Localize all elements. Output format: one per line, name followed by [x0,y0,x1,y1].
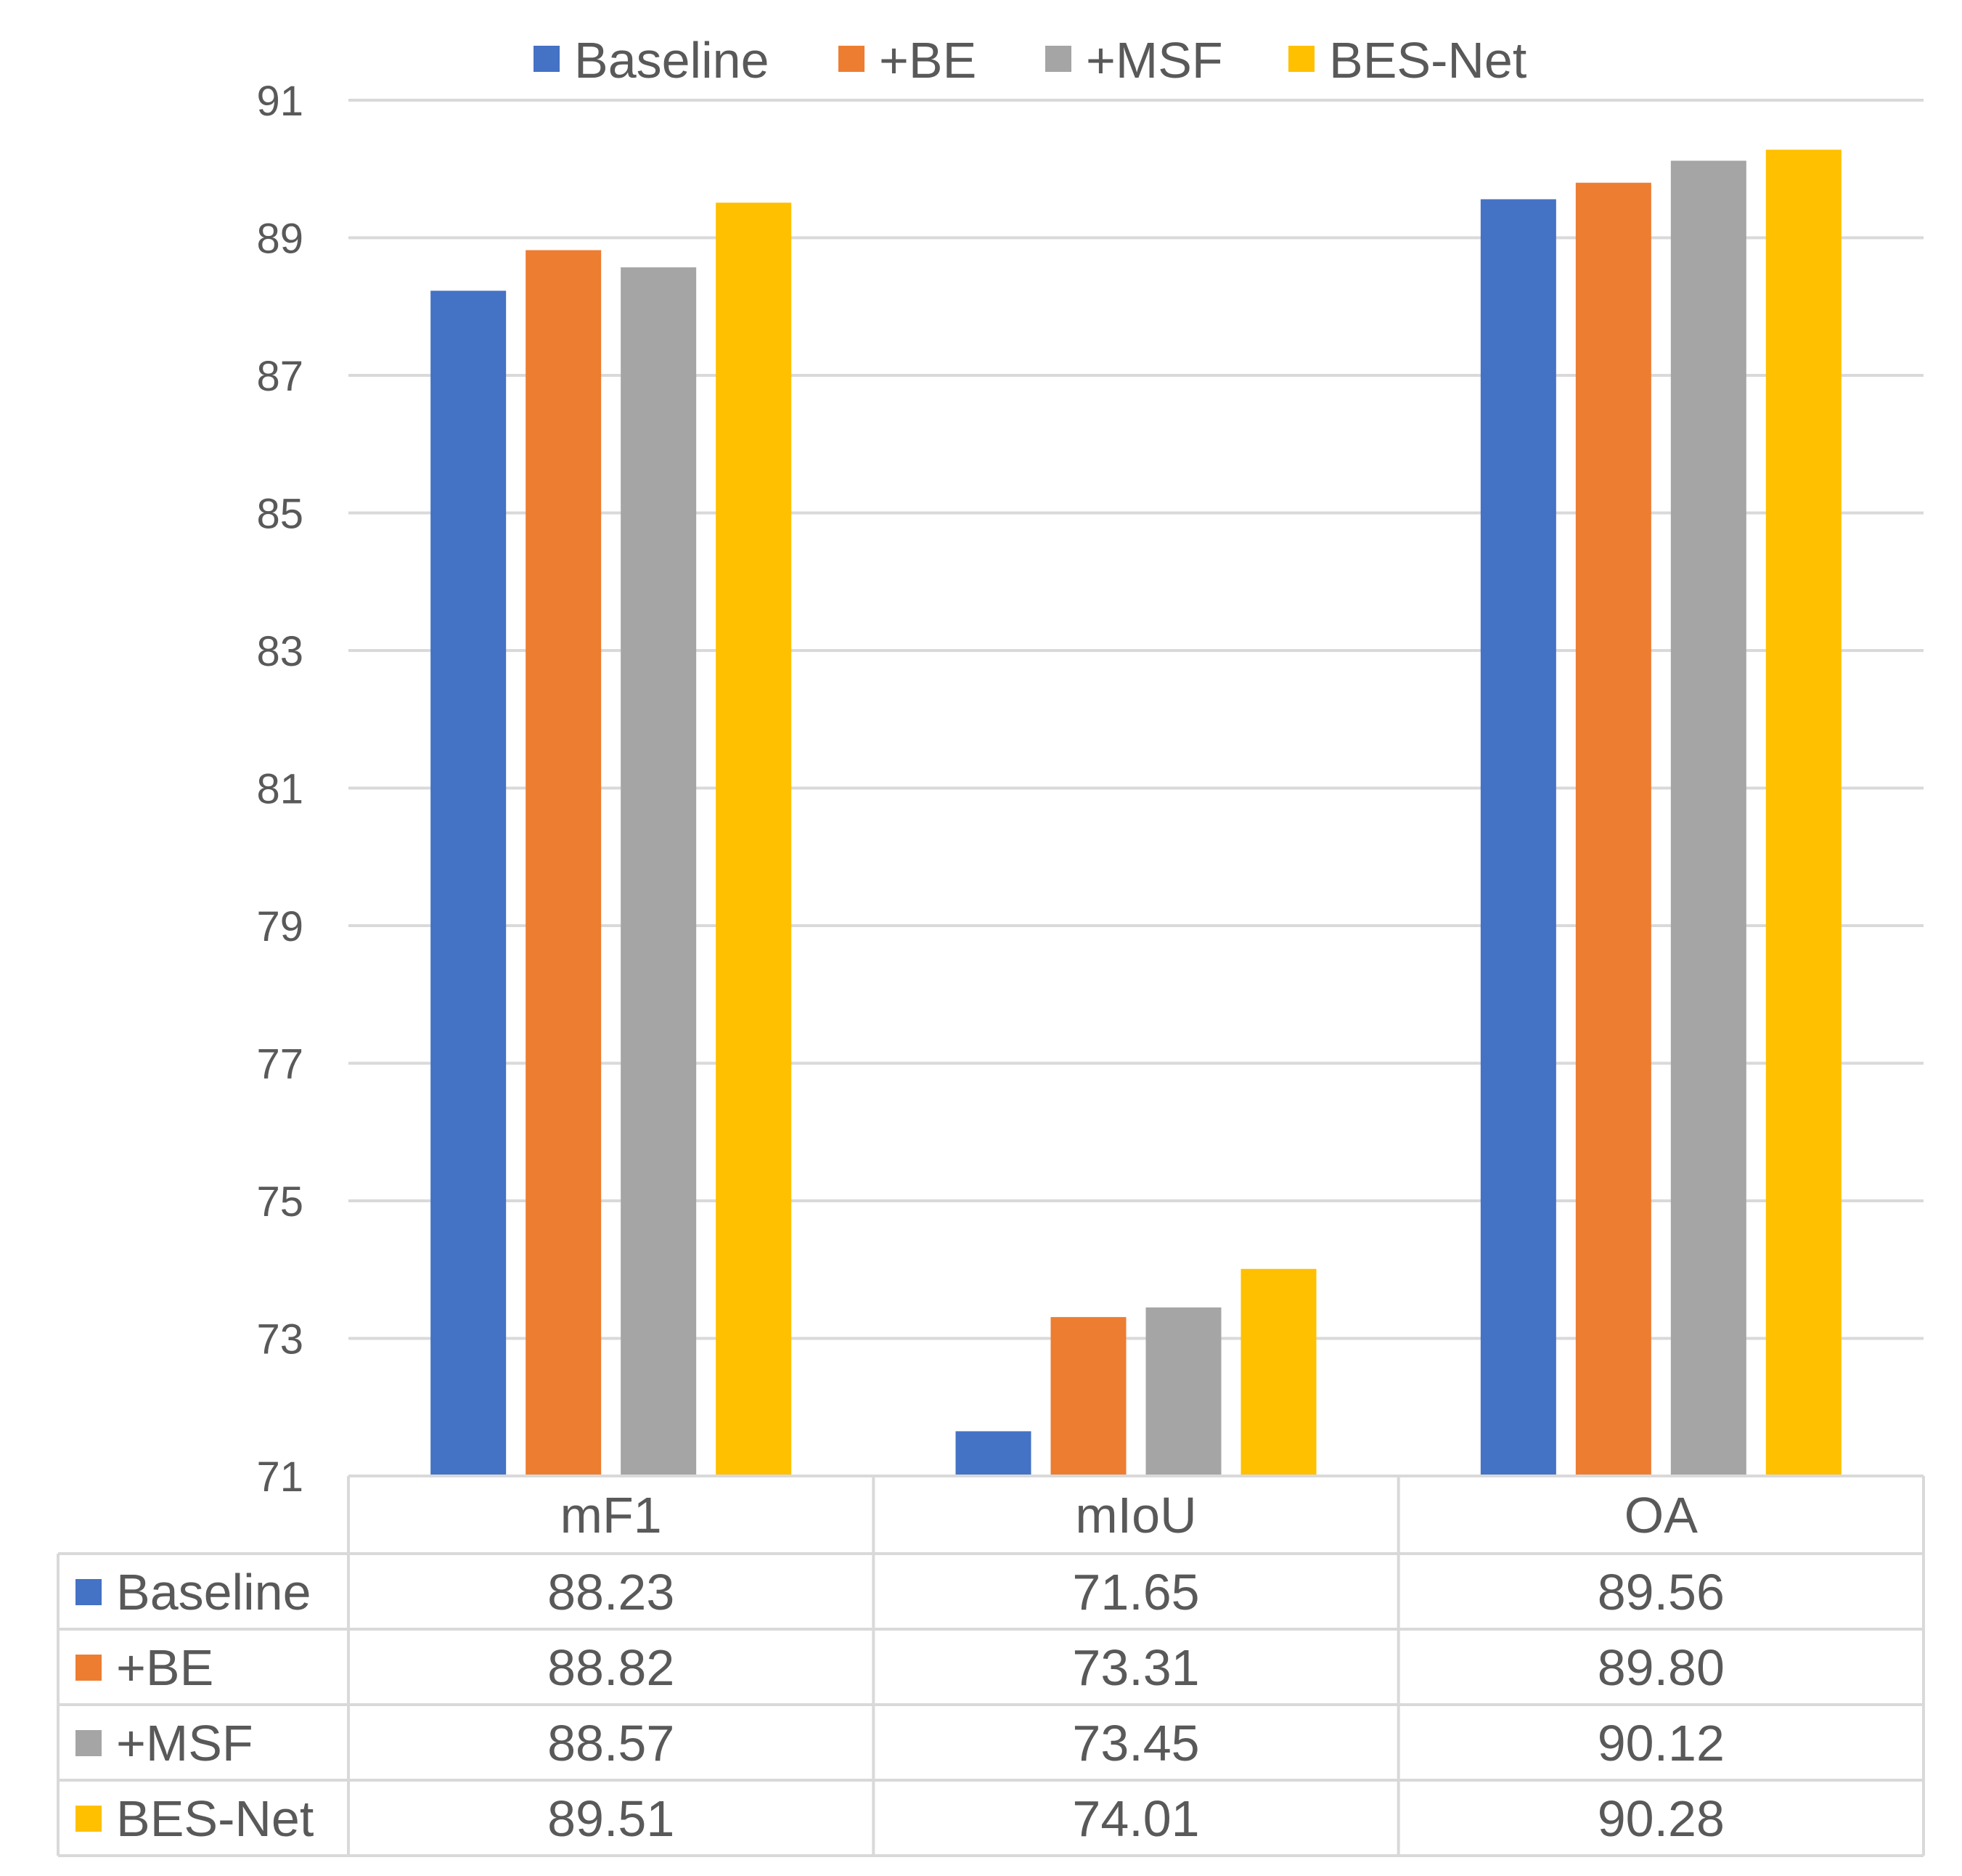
legend-label: +MSF [1086,32,1223,89]
legend-label: +BE [879,32,976,89]
legend-label: BES-Net [1329,32,1526,89]
data-label: 73.45 [1072,1715,1199,1771]
data-label: 89.56 [1598,1564,1725,1620]
gridlines [348,99,1924,1340]
table-legend-swatch [75,1806,102,1832]
data-table: mF1 mIoU OA Baseline 88.23 71.65 89.56 +BE 88.82… [57,1475,1925,1857]
bar [1575,182,1651,1477]
legend: Baseline +BE +MSF BES-Net [534,32,1526,89]
data-label: 89.51 [547,1790,674,1847]
category-label: OA [1624,1487,1698,1543]
bar [526,250,602,1477]
data-label: 90.12 [1598,1715,1725,1771]
y-tick-label: 85 [256,491,303,538]
legend-swatch [1288,46,1315,72]
data-label: 73.31 [1072,1639,1199,1696]
bar [621,267,697,1477]
table-legend-swatch [75,1655,102,1681]
bar [430,290,507,1476]
y-tick-label: 73 [256,1316,303,1363]
y-tick-label: 71 [256,1453,303,1501]
y-tick-label: 87 [256,353,303,400]
legend-swatch [1045,46,1071,72]
y-axis: 71 73 75 77 79 81 83 85 87 89 91 [256,78,303,1501]
bar [1240,1268,1317,1476]
data-label: 89.80 [1598,1639,1725,1696]
y-tick-label: 77 [256,1041,303,1088]
bar [1670,160,1746,1476]
data-label: 74.01 [1072,1790,1199,1847]
data-label: 71.65 [1072,1564,1199,1620]
category-label: mIoU [1075,1487,1196,1543]
y-tick-label: 91 [256,78,303,125]
y-tick-label: 81 [256,766,303,813]
bar [1145,1307,1222,1476]
bar [1480,199,1556,1477]
legend-swatch [534,46,560,72]
y-tick-label: 83 [256,628,303,675]
table-legend-swatch [75,1579,102,1605]
data-label: 88.82 [547,1639,674,1696]
bars [430,150,1842,1477]
data-label: 88.57 [547,1715,674,1771]
series-label: BES-Net [116,1790,314,1847]
data-label: 90.28 [1598,1790,1725,1847]
series-label: +BE [116,1639,213,1696]
legend-swatch [838,46,864,72]
series-label: +MSF [116,1715,253,1771]
bar [716,203,792,1476]
series-label: Baseline [116,1564,311,1620]
y-tick-label: 75 [256,1178,303,1225]
legend-label: Baseline [574,32,769,89]
y-tick-label: 79 [256,903,303,950]
bar [1050,1317,1127,1476]
y-tick-label: 89 [256,216,303,263]
bar [1765,150,1842,1477]
data-label: 88.23 [547,1564,674,1620]
table-legend-swatch [75,1730,102,1756]
bar [955,1431,1031,1476]
category-label: mF1 [560,1487,662,1543]
